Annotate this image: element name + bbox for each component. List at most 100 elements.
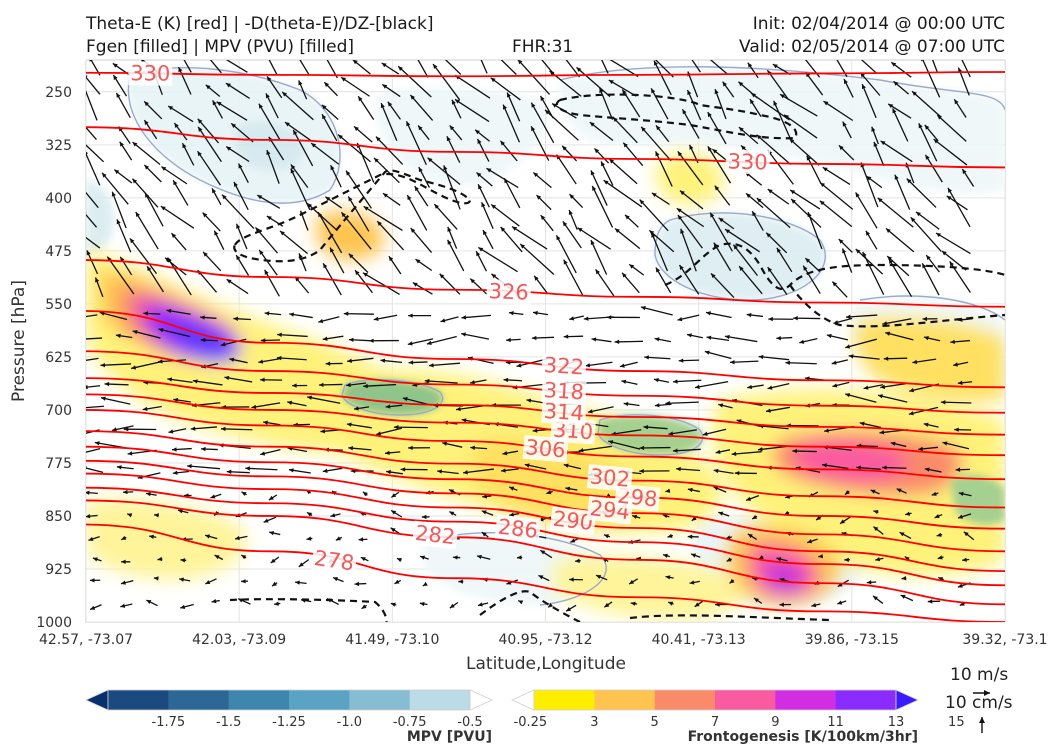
wind-vector (841, 248, 853, 273)
wind-vector (713, 486, 727, 493)
wind-vector (678, 358, 700, 363)
y-tick-label: 325 (45, 138, 72, 154)
wind-vector (906, 178, 937, 208)
wind-vector (260, 377, 283, 382)
wind-vector (116, 219, 132, 253)
wind-vector (322, 335, 344, 341)
wind-vector (653, 378, 670, 383)
wind-vector (307, 395, 341, 404)
wind-vector (838, 144, 855, 161)
theta-e-label-278: 278 (313, 546, 356, 576)
theta-e-label-318: 318 (543, 378, 584, 404)
wind-vector (831, 281, 848, 298)
wind-vector (500, 226, 523, 253)
wind-vector (530, 102, 555, 144)
wind-vector (953, 361, 969, 367)
wind-vector (481, 531, 489, 538)
wind-vector (358, 537, 368, 542)
wind-vector (639, 468, 670, 474)
wind-vector (577, 227, 611, 250)
wind-vector (476, 138, 490, 162)
wind-vector (449, 510, 457, 516)
wind-vector (651, 192, 670, 205)
wind-vector (192, 379, 223, 386)
wind-vector (475, 250, 488, 272)
wind-vector (361, 604, 367, 610)
wind-vector (614, 227, 641, 250)
wind-vector (292, 129, 314, 167)
wind-vector (590, 239, 608, 275)
y-axis-ticks: 250 325 400 475 550 625 700 775 850 925 1000 (36, 85, 72, 631)
wind-vector (630, 601, 638, 606)
wind-vector (384, 450, 401, 456)
wind-vector (609, 60, 639, 78)
wind-vector (166, 308, 191, 315)
wind-vector (268, 494, 278, 501)
wind-vector (299, 60, 310, 76)
wind-vector (651, 232, 669, 272)
wind-vector (408, 445, 431, 451)
wind-vector (201, 446, 218, 452)
wind-vector (120, 580, 134, 585)
x-tick-label: 40.41, -73.13 (652, 632, 746, 648)
wind-vector (639, 199, 669, 232)
theta-e-contour-310 (86, 393, 1005, 457)
wind-vector (116, 465, 134, 470)
wind-vector (655, 125, 670, 143)
wind-vector (120, 535, 127, 541)
theta-e-label-330: 330 (727, 149, 768, 174)
wind-vector (390, 509, 403, 518)
wind-vector (388, 255, 402, 275)
wind-vector (924, 124, 939, 142)
wind-vector (962, 557, 970, 562)
wind-vector (516, 555, 523, 560)
wind-vector (900, 594, 914, 602)
wind-vector (937, 576, 945, 582)
fgen-colorbar: 3 5 7 9 11 13 15 (511, 689, 965, 730)
wind-vector (747, 384, 764, 390)
wind-vector (180, 558, 187, 563)
wind-vector (732, 244, 759, 276)
theta-e-label-bg (522, 434, 569, 463)
wind-vector (563, 259, 584, 297)
wind-vector (376, 427, 402, 436)
wind-vector (569, 315, 584, 321)
wind-vector (519, 243, 555, 275)
wind-vector (823, 100, 854, 122)
colorbar-tick-label: 13 (888, 715, 905, 730)
colorbar-bin (775, 690, 837, 710)
vector-ref-label-horizontal: 10 m/s (950, 665, 1008, 685)
wind-vector (449, 125, 463, 141)
wind-vector (405, 121, 427, 165)
wind-vector (490, 203, 520, 227)
wind-vector (225, 146, 250, 163)
wind-vector (287, 400, 307, 407)
wind-vector (783, 114, 818, 139)
wind-vector (382, 192, 401, 206)
wind-vector (756, 197, 791, 229)
y-tick-label: 775 (45, 456, 72, 472)
wind-vector (644, 355, 671, 360)
x-tick-label: 42.03, -73.09 (192, 632, 286, 648)
wind-vector (931, 491, 939, 496)
wind-vector (843, 78, 854, 98)
wind-vector (463, 468, 494, 475)
wind-vector (921, 263, 940, 296)
wind-vector (950, 339, 971, 345)
wind-vector (910, 216, 942, 252)
wind-vector (469, 379, 487, 385)
wind-vector (86, 144, 105, 163)
wind-vector (86, 337, 103, 340)
fgen-colorbar-label: Frontogenesis [K/100km/3hr] (688, 729, 918, 745)
colorbar-extend-high (895, 689, 919, 711)
wind-vector (113, 169, 133, 184)
wind-vector (211, 188, 222, 206)
wind-vector (99, 311, 128, 321)
wind-vector (298, 80, 308, 100)
wind-vector (832, 381, 850, 388)
wind-vector (298, 559, 310, 568)
wind-vector (896, 488, 907, 494)
wind-vector (317, 211, 343, 254)
